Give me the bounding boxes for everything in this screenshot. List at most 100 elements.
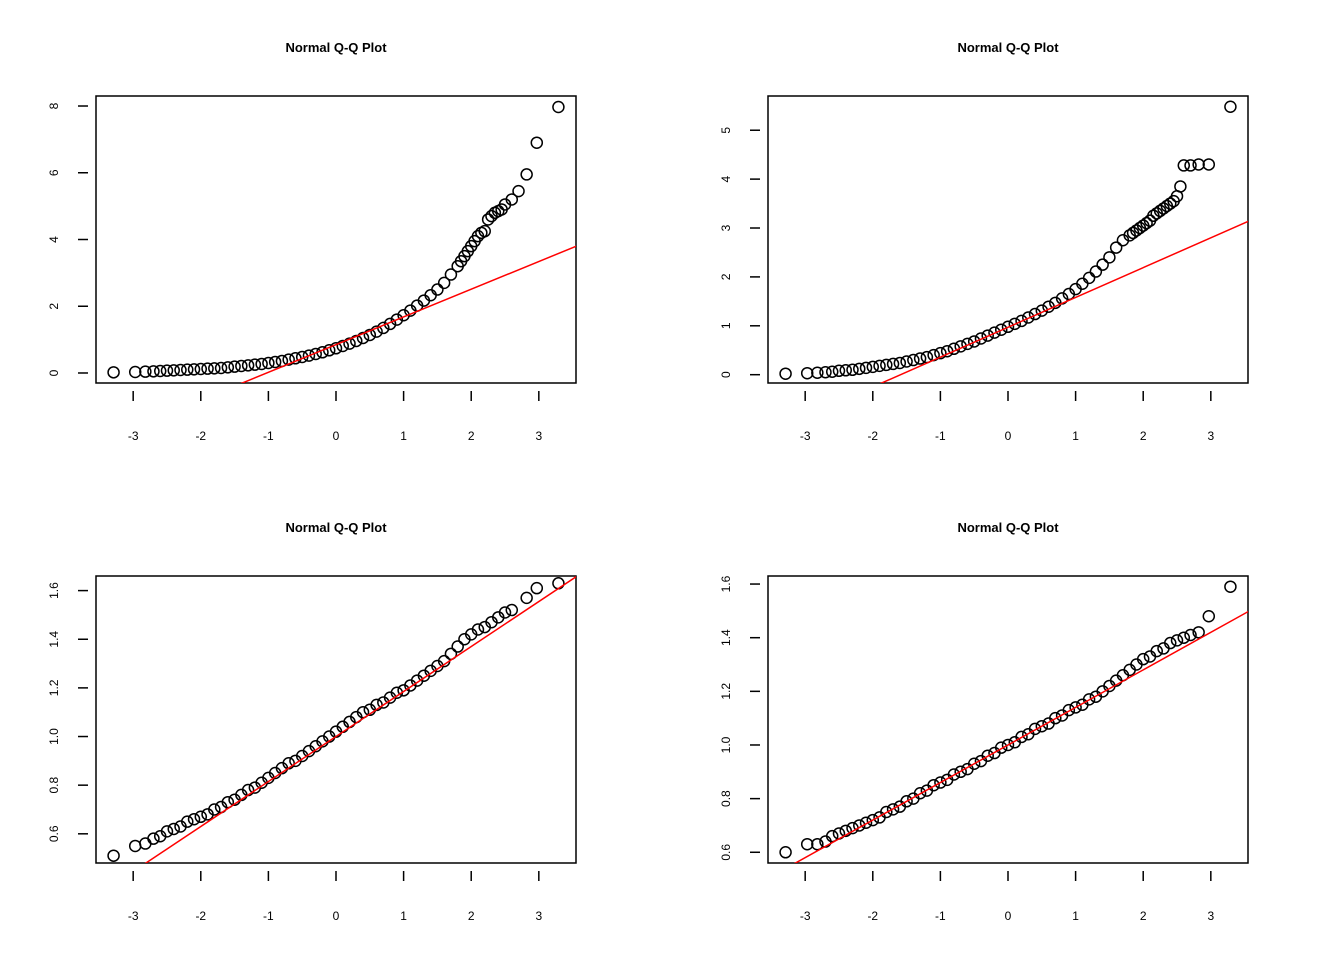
qq-point <box>235 359 248 373</box>
qq-point <box>811 366 824 379</box>
qq-point <box>329 342 343 355</box>
qq-point <box>1192 626 1205 639</box>
qq-points <box>779 100 1237 380</box>
qq-point <box>1177 159 1191 172</box>
y-tick-label: 1 <box>719 322 733 329</box>
qq-point <box>1082 271 1096 285</box>
qq-point <box>370 325 383 338</box>
plot-frame <box>95 95 577 384</box>
qq-point <box>1008 317 1022 331</box>
qq-point <box>431 283 444 296</box>
qq-point <box>1202 158 1216 171</box>
qq-point <box>1184 159 1197 172</box>
qq-point <box>800 366 814 380</box>
qq-point <box>194 810 208 824</box>
x-tick-label: -1 <box>935 909 946 923</box>
qq-reference-line <box>144 576 576 863</box>
qq-point <box>913 787 927 800</box>
qq-point <box>221 361 235 374</box>
qq-point <box>160 825 174 838</box>
qq-point <box>356 331 370 345</box>
qq-point <box>825 365 839 379</box>
qq-point <box>194 362 208 376</box>
plot-title: Normal Q-Q Plot <box>957 40 1059 55</box>
qq-point <box>552 100 565 114</box>
x-tick-label: 1 <box>400 429 407 443</box>
qq-point <box>1022 311 1035 324</box>
plot-title: Normal Q-Q Plot <box>285 40 387 55</box>
y-tick-label: 0.8 <box>47 777 61 794</box>
y-tick-label: 6 <box>47 169 61 176</box>
y-tick-label: 0.8 <box>719 790 733 807</box>
qq-point <box>255 357 268 371</box>
qq-point <box>363 328 377 342</box>
qq-point <box>1224 580 1237 593</box>
qq-point <box>800 837 814 851</box>
y-tick-label: 1.6 <box>719 575 733 592</box>
qq-point <box>839 824 852 838</box>
x-tick-label: -3 <box>128 429 139 443</box>
qq-point <box>208 362 221 375</box>
qq-point <box>530 136 544 149</box>
qq-points <box>779 580 1237 859</box>
qq-point <box>1082 693 1096 706</box>
qq-point <box>350 334 363 348</box>
qq-point <box>1224 100 1237 114</box>
qq-point <box>160 364 174 377</box>
qq-point <box>1062 703 1076 717</box>
qq-point <box>1177 631 1191 644</box>
qq-point <box>853 362 866 376</box>
x-tick-label: 3 <box>535 429 542 443</box>
qq-point <box>1150 644 1163 658</box>
y-tick-label: 3 <box>719 224 733 231</box>
qq-point <box>1015 314 1028 328</box>
qq-point <box>336 339 350 353</box>
qq-point <box>1049 296 1062 310</box>
qq-point <box>181 363 194 376</box>
plot-frame <box>767 575 1249 864</box>
qq-point <box>1109 241 1123 254</box>
qq-point <box>981 329 994 342</box>
qq-point <box>520 168 533 181</box>
qq-point <box>934 776 947 789</box>
x-tick-label: 0 <box>333 909 340 923</box>
qq-point <box>248 358 262 371</box>
qq-point <box>907 353 920 367</box>
qq-point <box>866 360 880 374</box>
y-tick-label: 4 <box>719 175 733 182</box>
y-tick-label: 1.0 <box>47 728 61 745</box>
x-tick-label: 1 <box>1072 429 1079 443</box>
qq-panel-bottom-left: Normal Q-Q Plot -3 -2 -1 0 1 2 3 0.6 0.8 1.0 1.2 1.4… <box>47 520 577 923</box>
qq-point <box>900 355 913 368</box>
qq-point <box>994 741 1008 754</box>
qq-point <box>961 337 974 351</box>
qq-point <box>302 349 316 362</box>
qq-point <box>187 363 201 376</box>
qq-point <box>268 355 282 369</box>
qq-point <box>437 276 451 290</box>
qq-point <box>859 816 873 830</box>
y-tick-label: 1.2 <box>47 679 61 696</box>
qq-point <box>505 193 519 206</box>
qq-point <box>309 347 322 361</box>
qq-point <box>1164 197 1177 210</box>
qq-point <box>880 358 893 372</box>
qq-point <box>1184 628 1197 642</box>
qq-point <box>153 364 167 378</box>
y-tick-label: 4 <box>47 236 61 243</box>
x-tick-label: 3 <box>535 909 542 923</box>
qq-point <box>241 359 255 372</box>
qq-point <box>1174 180 1187 193</box>
qq-point <box>128 839 142 853</box>
qq-point <box>866 813 880 827</box>
y-tick-label: 5 <box>719 127 733 134</box>
qq-point <box>859 361 873 375</box>
qq-point <box>139 365 152 378</box>
y-tick-label: 0 <box>47 369 61 376</box>
qq-point <box>967 757 981 771</box>
qq-point <box>1164 636 1177 650</box>
qq-point <box>167 364 180 377</box>
qq-point <box>471 623 485 636</box>
x-tick-label: 3 <box>1207 429 1214 443</box>
